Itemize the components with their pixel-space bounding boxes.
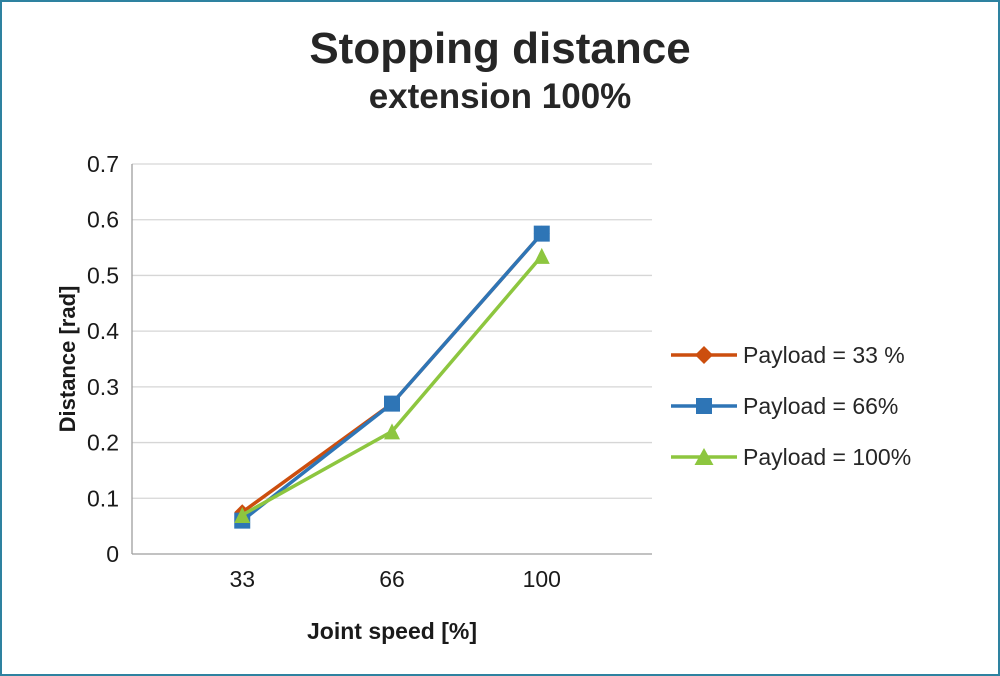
legend-label: Payload = 33 %	[743, 341, 905, 368]
x-axis-title: Joint speed [%]	[307, 618, 477, 644]
legend: Payload = 33 % Payload = 66% Payload = 1…	[670, 336, 911, 476]
y-tick-label: 0.5	[87, 262, 119, 288]
y-tick-label: 0.2	[87, 430, 119, 456]
x-tick-label: 33	[229, 566, 255, 592]
x-tick-label: 100	[523, 566, 561, 592]
legend-item: Payload = 66%	[670, 387, 911, 425]
y-tick-label: 0.1	[87, 485, 119, 511]
legend-sample-square-icon	[671, 398, 737, 414]
y-tick-label: 0.4	[87, 318, 119, 344]
legend-label: Payload = 66%	[743, 392, 899, 419]
data-point-marker	[384, 423, 400, 440]
series-line	[241, 254, 544, 517]
legend-item: Payload = 33 %	[670, 336, 911, 374]
y-tick-label: 0.3	[87, 374, 119, 400]
y-tick-label: 0.7	[87, 151, 119, 177]
data-point-marker	[533, 225, 550, 242]
legend-item: Payload = 100%	[670, 438, 911, 476]
data-point-marker	[234, 507, 251, 523]
line-chart-plot-area: 0 0.1 0.2 0.3 0.4 0.5 0.6 0.7 33 66 100	[87, 151, 652, 592]
y-axis-title: Distance [rad]	[55, 285, 80, 433]
legend-label: Payload = 100%	[743, 443, 912, 470]
chart-title: Stopping distance	[309, 24, 691, 73]
y-tick-label: 0.6	[87, 207, 119, 233]
legend-sample-triangle-icon	[671, 448, 737, 465]
legend-sample-diamond-icon	[671, 346, 737, 364]
x-tick-label: 66	[379, 566, 405, 592]
series-triangle	[234, 247, 550, 523]
series-diamond	[234, 225, 550, 521]
data-point-marker	[384, 395, 400, 412]
data-point-marker	[533, 247, 550, 264]
y-tick-label: 0	[106, 541, 119, 567]
gridlines: 0 0.1 0.2 0.3 0.4 0.5 0.6 0.7	[87, 151, 652, 567]
chart-title-block: Stopping distance extension 100%	[2, 24, 998, 117]
chart-subtitle: extension 100%	[368, 76, 632, 116]
